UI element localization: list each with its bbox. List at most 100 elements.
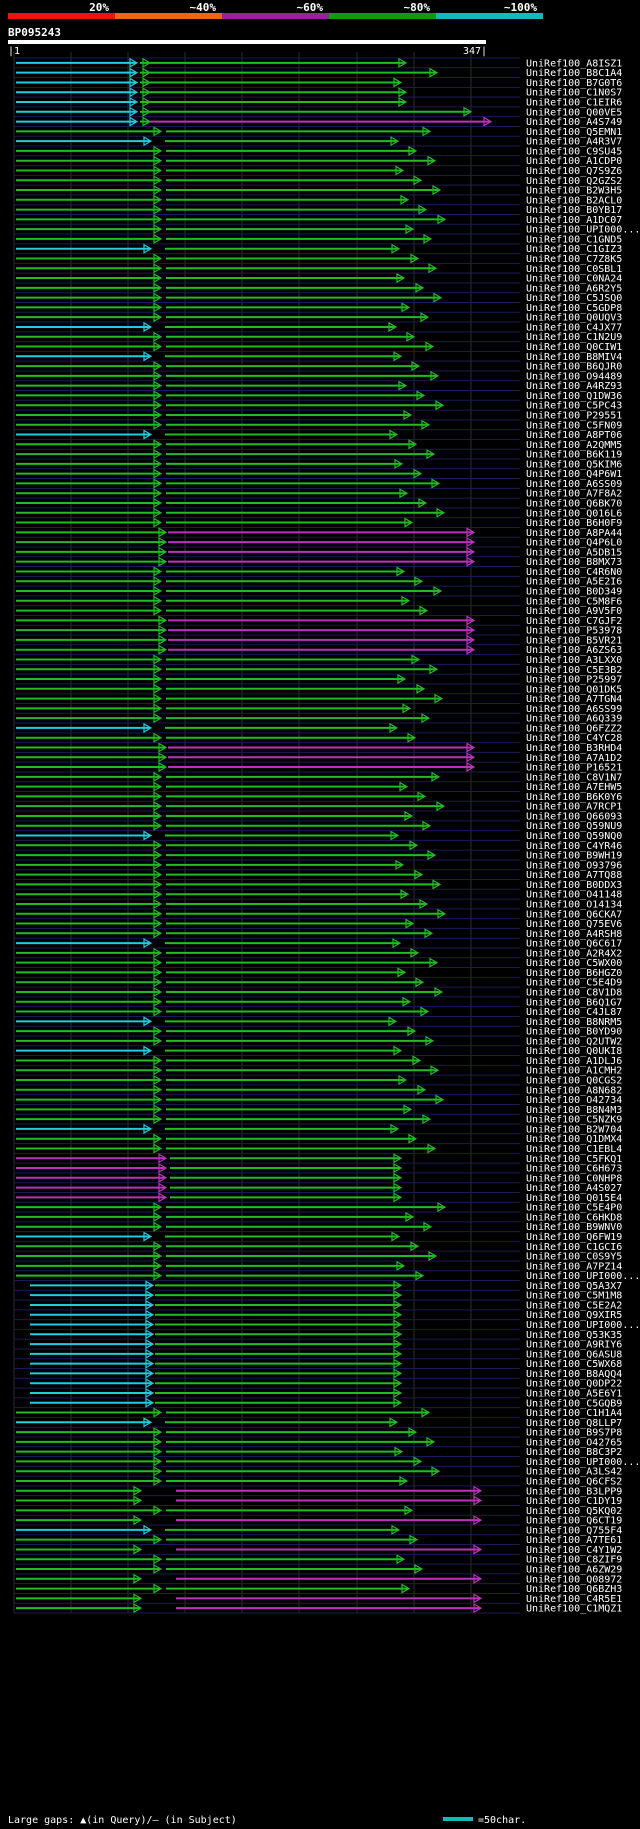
hit-label[interactable]: UniRef100_C1H1A4 — [526, 1408, 622, 1419]
hit-label[interactable]: UniRef100_Q6BZH3 — [526, 1584, 622, 1595]
hit-label[interactable]: UniRef100_A6SS99 — [526, 704, 622, 715]
hit-label[interactable]: UniRef100_Q7S9Z6 — [526, 166, 622, 177]
hit-label[interactable]: UniRef100_A9RIY6 — [526, 1340, 622, 1351]
hit-label[interactable]: UniRef100_UPI000... — [526, 225, 640, 236]
hit-label[interactable]: UniRef100_C5WX68 — [526, 1359, 622, 1370]
hit-label[interactable]: UniRef100_B8AQQ4 — [526, 1369, 622, 1380]
hit-label[interactable]: UniRef100_Q755F4 — [526, 1525, 622, 1536]
hit-label[interactable]: UniRef100_B2W3H5 — [526, 186, 622, 197]
hit-label[interactable]: UniRef100_A7PZ14 — [526, 1261, 622, 1272]
hit-label[interactable]: UniRef100_B6H0F9 — [526, 518, 622, 529]
hit-label[interactable]: UniRef100_B6HGZ0 — [526, 968, 622, 979]
hit-label[interactable]: UniRef100_A7F8A2 — [526, 489, 622, 500]
hit-label[interactable]: UniRef100_C0SBL1 — [526, 264, 622, 275]
hit-label[interactable]: UniRef100_C1MQZ1 — [526, 1604, 622, 1615]
hit-label[interactable]: UniRef100_O42765 — [526, 1437, 622, 1448]
hit-label[interactable]: UniRef100_B3RHD4 — [526, 743, 622, 754]
hit-label[interactable]: UniRef100_Q2GZS2 — [526, 176, 622, 187]
hit-label[interactable]: UniRef100_A4RZ93 — [526, 381, 622, 392]
hit-label[interactable]: UniRef100_Q6ASU8 — [526, 1349, 622, 1360]
hit-label[interactable]: UniRef100_A1DLJ6 — [526, 1056, 622, 1067]
hit-label[interactable]: UniRef100_C6H673 — [526, 1164, 622, 1175]
hit-label[interactable]: UniRef100_A8N682 — [526, 1085, 622, 1096]
hit-label[interactable]: UniRef100_C1N2U9 — [526, 332, 622, 343]
hit-label[interactable]: UniRef100_O93796 — [526, 860, 622, 871]
hit-label[interactable]: UniRef100_C5M1M8 — [526, 1291, 622, 1302]
hit-label[interactable]: UniRef100_Q6CKA7 — [526, 909, 622, 920]
hit-label[interactable]: UniRef100_A7TE61 — [526, 1535, 622, 1546]
hit-label[interactable]: UniRef100_Q4P6W1 — [526, 469, 622, 480]
hit-label[interactable]: UniRef100_C0NA24 — [526, 274, 622, 285]
hit-label[interactable]: UniRef100_C4YR46 — [526, 841, 622, 852]
hit-label[interactable]: UniRef100_Q4P6L0 — [526, 538, 622, 549]
hit-label[interactable]: UniRef100_UPI000... — [526, 1457, 640, 1468]
hit-label[interactable]: UniRef100_B0YB17 — [526, 205, 622, 216]
hit-label[interactable]: UniRef100_Q5A3X7 — [526, 1281, 622, 1292]
hit-label[interactable]: UniRef100_Q1DW36 — [526, 391, 622, 402]
hit-label[interactable]: UniRef100_Q00VE5 — [526, 107, 622, 118]
hit-label[interactable]: UniRef100_A5E6Y1 — [526, 1388, 622, 1399]
hit-label[interactable]: UniRef100_C4Y1W2 — [526, 1545, 622, 1556]
hit-label[interactable]: UniRef100_C7GJF2 — [526, 616, 622, 627]
hit-label[interactable]: UniRef100_C5E4D9 — [526, 978, 622, 989]
hit-label[interactable]: UniRef100_P53978 — [526, 626, 622, 637]
hit-label[interactable]: UniRef100_B0D349 — [526, 587, 622, 598]
hit-label[interactable]: UniRef100_Q2UTW2 — [526, 1036, 622, 1047]
hit-label[interactable]: UniRef100_UPI000... — [526, 1320, 640, 1331]
hit-label[interactable]: UniRef100_A8PT06 — [526, 430, 622, 441]
hit-label[interactable]: UniRef100_C8V1D8 — [526, 987, 622, 998]
hit-label[interactable]: UniRef100_A5E2I6 — [526, 577, 622, 588]
hit-label[interactable]: UniRef100_C5NZK9 — [526, 1115, 622, 1126]
hit-label[interactable]: UniRef100_A6ZW29 — [526, 1565, 622, 1576]
hit-label[interactable]: UniRef100_Q0DP22 — [526, 1379, 622, 1390]
hit-label[interactable]: UniRef100_A7TQ88 — [526, 870, 622, 881]
hit-label[interactable]: UniRef100_Q01DK5 — [526, 684, 622, 695]
hit-label[interactable]: UniRef100_Q016L6 — [526, 508, 622, 519]
hit-label[interactable]: UniRef100_A4RSH8 — [526, 929, 622, 940]
hit-label[interactable]: UniRef100_B8C3P2 — [526, 1447, 622, 1458]
hit-label[interactable]: UniRef100_Q6FW19 — [526, 1232, 622, 1243]
hit-label[interactable]: UniRef100_B0DDX3 — [526, 880, 622, 891]
hit-label[interactable]: UniRef100_C5FN09 — [526, 420, 622, 431]
hit-label[interactable]: UniRef100_C5E3B2 — [526, 665, 622, 676]
hit-label[interactable]: UniRef100_Q6BK70 — [526, 498, 622, 509]
hit-label[interactable]: UniRef100_Q6FZZ2 — [526, 723, 622, 734]
hit-label[interactable]: UniRef100_C0NHP8 — [526, 1173, 622, 1184]
hit-label[interactable]: UniRef100_A4S027 — [526, 1183, 622, 1194]
hit-label[interactable]: UniRef100_A5DB15 — [526, 547, 622, 558]
hit-label[interactable]: UniRef100_O41148 — [526, 890, 622, 901]
hit-label[interactable]: UniRef100_C1GCI6 — [526, 1242, 622, 1253]
hit-label[interactable]: UniRef100_A7TGN4 — [526, 694, 622, 705]
hit-label[interactable]: UniRef100_C1GIZ3 — [526, 244, 622, 255]
hit-label[interactable]: UniRef100_C5JSQ0 — [526, 293, 622, 304]
hit-label[interactable]: UniRef100_C5WX00 — [526, 958, 622, 969]
hit-label[interactable]: UniRef100_P25997 — [526, 675, 622, 686]
hit-label[interactable]: UniRef100_Q0CIW1 — [526, 342, 622, 353]
hit-label[interactable]: UniRef100_C4YC28 — [526, 733, 622, 744]
hit-label[interactable]: UniRef100_Q5KQ02 — [526, 1506, 622, 1517]
hit-label[interactable]: UniRef100_B8NRM5 — [526, 1017, 622, 1028]
hit-label[interactable]: UniRef100_C1GND5 — [526, 234, 622, 245]
hit-label[interactable]: UniRef100_C6HKD8 — [526, 1212, 622, 1223]
hit-label[interactable]: UniRef100_C4R6N0 — [526, 567, 622, 578]
hit-label[interactable]: UniRef100_C5GDP8 — [526, 303, 622, 314]
hit-label[interactable]: UniRef100_C4R5E1 — [526, 1594, 622, 1605]
hit-label[interactable]: UniRef100_B6K0Y6 — [526, 792, 622, 803]
hit-label[interactable]: UniRef100_Q6C617 — [526, 939, 622, 950]
hit-label[interactable]: UniRef100_C5FKQ1 — [526, 1154, 622, 1165]
hit-label[interactable]: UniRef100_A8ISZ1 — [526, 58, 622, 69]
hit-label[interactable]: UniRef100_B9WH19 — [526, 851, 622, 862]
hit-label[interactable]: UniRef100_B2ACL0 — [526, 195, 622, 206]
hit-label[interactable]: UniRef100_Q59NU9 — [526, 821, 622, 832]
hit-label[interactable]: UniRef100_A1DC07 — [526, 215, 622, 226]
hit-label[interactable]: UniRef100_Q75EV6 — [526, 919, 622, 930]
hit-label[interactable]: UniRef100_B6K119 — [526, 450, 622, 461]
hit-label[interactable]: UniRef100_Q59NQ0 — [526, 831, 622, 842]
hit-label[interactable]: UniRef100_A6Q339 — [526, 714, 622, 725]
hit-label[interactable]: UniRef100_C1EBL4 — [526, 1144, 622, 1155]
hit-label[interactable]: UniRef100_B8C1A4 — [526, 68, 622, 79]
hit-label[interactable]: UniRef100_C9SU45 — [526, 146, 622, 157]
hit-label[interactable]: UniRef100_O42734 — [526, 1095, 622, 1106]
hit-label[interactable]: UniRef100_A2R4X2 — [526, 948, 622, 959]
hit-label[interactable]: UniRef100_C4JX77 — [526, 322, 622, 333]
